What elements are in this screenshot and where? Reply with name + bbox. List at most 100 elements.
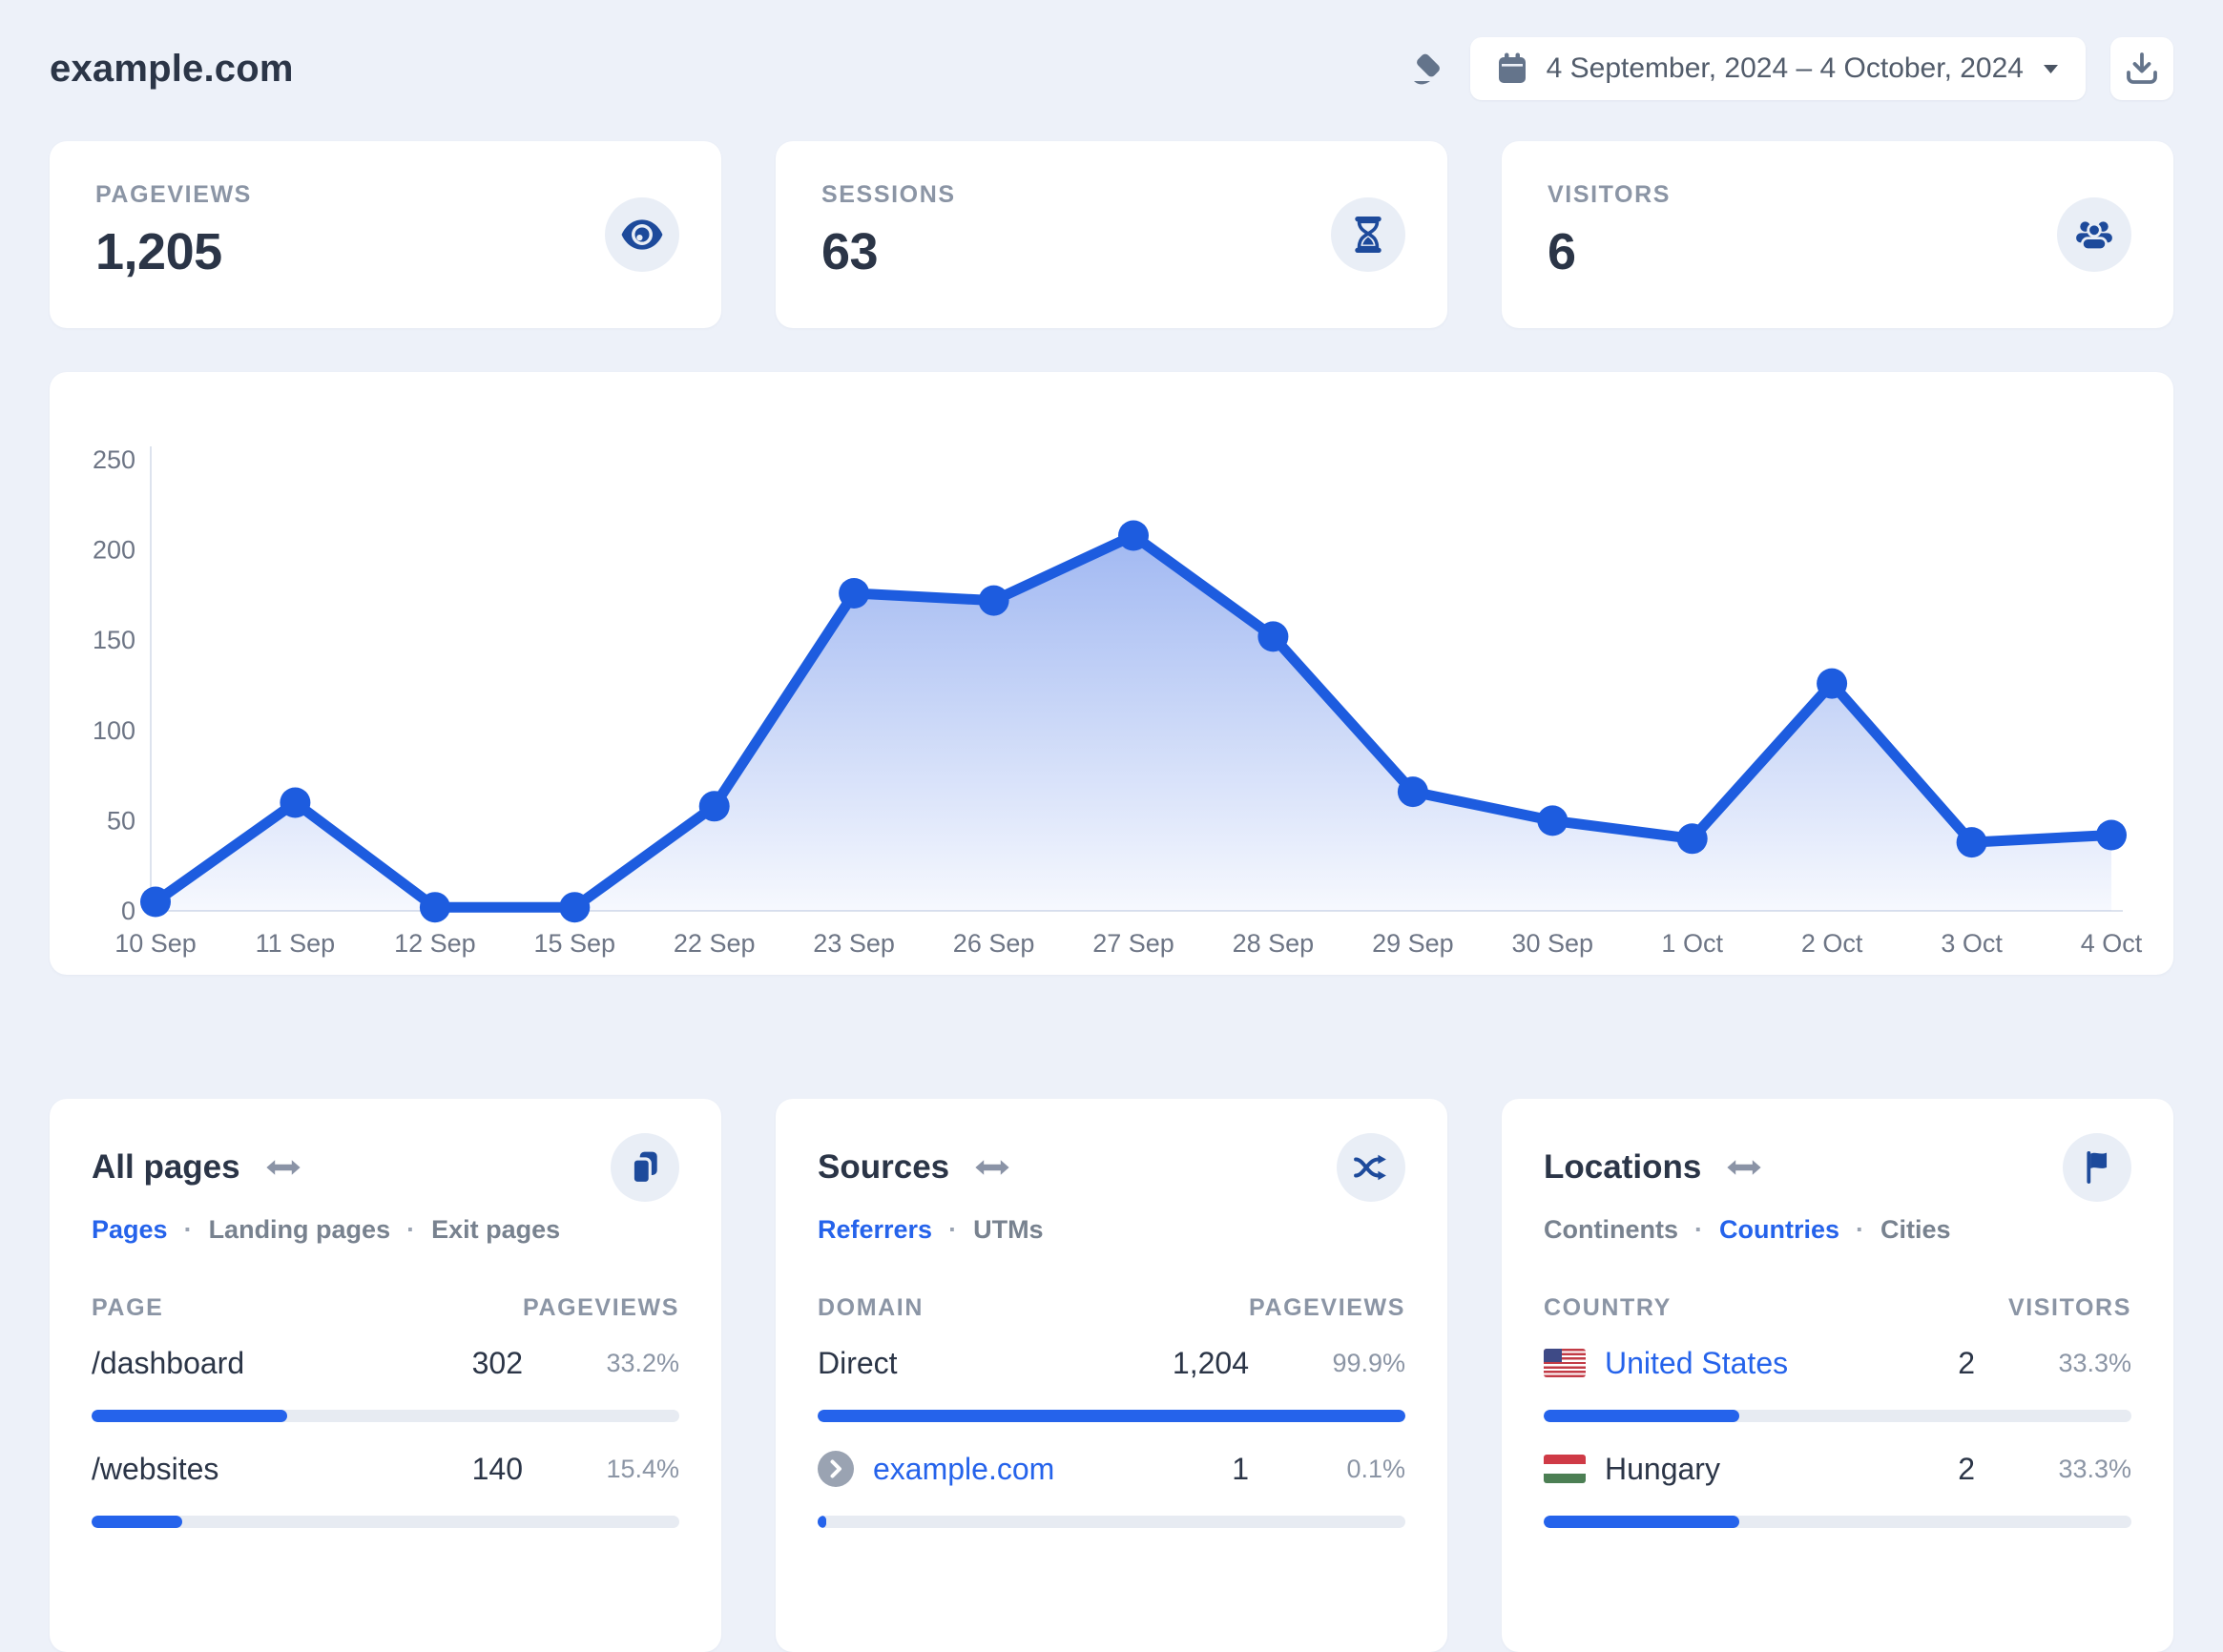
row-value: 2 [1958,1451,1975,1486]
row-value: 1 [1232,1451,1249,1486]
panels-row: All pages Pages Landing pages Exit pages [50,1099,2173,1652]
panel-all-pages: All pages Pages Landing pages Exit pages [50,1099,721,1652]
row-value: 302 [471,1345,523,1380]
panel-tabs: Referrers UTMs [818,1215,1405,1245]
stat-label: PAGEVIEWS [95,181,252,208]
data-point[interactable] [839,578,870,609]
data-point[interactable] [1118,520,1149,551]
x-tick-label: 28 Sep [1233,929,1315,958]
page-path-link[interactable]: /dashboard [92,1345,245,1380]
download-button[interactable] [2110,37,2173,100]
x-tick-label: 10 Sep [114,929,197,958]
progress-track [92,1516,679,1528]
table-row: Direct 1,204 99.9% [818,1341,1405,1422]
chevron-badge-icon [818,1451,854,1487]
column-header-country: COUNTRY [1544,1294,1672,1321]
chart-card: 0 50 100 150 200 250 10 Sep 11 Sep 12 Sep 15 Sep 2… [50,372,2173,975]
x-tick-label: 4 Oct [2081,929,2143,958]
data-point[interactable] [1397,776,1428,808]
swap-horizontal-icon[interactable] [974,1157,1010,1178]
data-point[interactable] [1537,805,1569,836]
progress-fill [92,1410,287,1422]
page-title: example.com [50,47,294,90]
source-link[interactable]: example.com [873,1451,1055,1486]
page-path-link[interactable]: /websites [92,1451,219,1486]
column-headers: COUNTRY VISITORS [1544,1294,2131,1322]
column-headers: DOMAIN PAGEVIEWS [818,1294,1405,1322]
row-percent: 0.1% [1346,1454,1405,1483]
x-tick-label: 27 Sep [1092,929,1174,958]
flag-icon[interactable] [2063,1133,2131,1202]
tab-cities[interactable]: Cities [1839,1215,1951,1245]
tab-landing-pages[interactable]: Landing pages [168,1215,391,1245]
country-label[interactable]: Hungary [1605,1451,1720,1486]
panel-locations: Locations Continents Countries Cities [1502,1099,2173,1652]
row-percent: 33.2% [606,1348,679,1377]
panel-title: Sources [818,1148,950,1186]
table-row: /dashboard 302 33.2% [92,1341,679,1422]
column-header-domain: DOMAIN [818,1294,924,1321]
shuffle-icon[interactable] [1337,1133,1405,1202]
row-value: 2 [1958,1345,1975,1380]
table-row: United States 2 33.3% [1544,1341,2131,1422]
date-range-label: 4 September, 2024 – 4 October, 2024 [1546,52,2024,84]
swap-horizontal-icon[interactable] [1726,1157,1762,1178]
pageviews-chart: 0 50 100 150 200 250 10 Sep 11 Sep 12 Sep 15 Sep 2… [93,445,2143,958]
data-point[interactable] [1817,668,1848,699]
panel-sources: Sources [776,1099,1447,1652]
tab-utms[interactable]: UTMs [932,1215,1044,1245]
x-tick-label: 1 Oct [1661,929,1723,958]
x-tick-label: 23 Sep [813,929,895,958]
users-icon [2057,197,2131,272]
row-percent: 33.3% [2058,1348,2131,1377]
tab-pages[interactable]: Pages [92,1215,168,1244]
row-value: 140 [471,1451,523,1486]
data-point[interactable] [1257,621,1289,652]
progress-fill [1544,1410,1740,1422]
progress-track [92,1410,679,1422]
date-range-picker[interactable]: 4 September, 2024 – 4 October, 2024 [1469,37,2086,100]
eraser-icon[interactable] [1405,49,1445,89]
stat-card-sessions: SESSIONS 63 [776,141,1447,328]
progress-fill [1544,1516,1740,1528]
panel-tabs: Pages Landing pages Exit pages [92,1215,679,1245]
data-point[interactable] [419,892,450,923]
column-header-pageviews: PAGEVIEWS [1249,1294,1405,1321]
column-headers: PAGE PAGEVIEWS [92,1294,679,1322]
data-point[interactable] [978,585,1009,616]
panel-title: All pages [92,1148,240,1186]
x-tick-label: 15 Sep [534,929,616,958]
table-row: example.com 1 0.1% [818,1447,1405,1528]
y-tick-label: 50 [107,806,135,835]
country-link[interactable]: United States [1605,1345,1789,1380]
stat-card-visitors: VISITORS 6 [1502,141,2173,328]
pages-icon[interactable] [611,1133,679,1202]
row-value: 1,204 [1172,1345,1249,1380]
stat-value: 63 [821,223,879,280]
x-tick-label: 3 Oct [1941,929,2003,958]
data-point[interactable] [698,791,730,822]
panel-title: Locations [1544,1148,1702,1186]
data-point[interactable] [1956,827,1987,858]
y-tick-label: 0 [121,897,135,925]
data-point[interactable] [559,892,591,923]
row-percent: 99.9% [1332,1348,1405,1377]
y-tick-label: 100 [93,716,135,745]
column-header-visitors: VISITORS [2007,1294,2131,1321]
table-row: /websites 140 15.4% [92,1447,679,1528]
stat-value: 1,205 [95,223,222,280]
tab-referrers[interactable]: Referrers [818,1215,933,1244]
tab-exit-pages[interactable]: Exit pages [390,1215,560,1245]
x-tick-label: 2 Oct [1801,929,1863,958]
data-point[interactable] [280,787,311,818]
tab-countries[interactable]: Countries [1678,1215,1839,1245]
swap-horizontal-icon[interactable] [265,1157,301,1178]
tab-continents[interactable]: Continents [1544,1215,1678,1244]
progress-track [1544,1516,2131,1528]
data-point[interactable] [140,886,171,918]
x-tick-label: 30 Sep [1512,929,1594,958]
us-flag-icon [1544,1349,1586,1377]
data-point[interactable] [2096,819,2127,851]
data-point[interactable] [1676,823,1708,855]
